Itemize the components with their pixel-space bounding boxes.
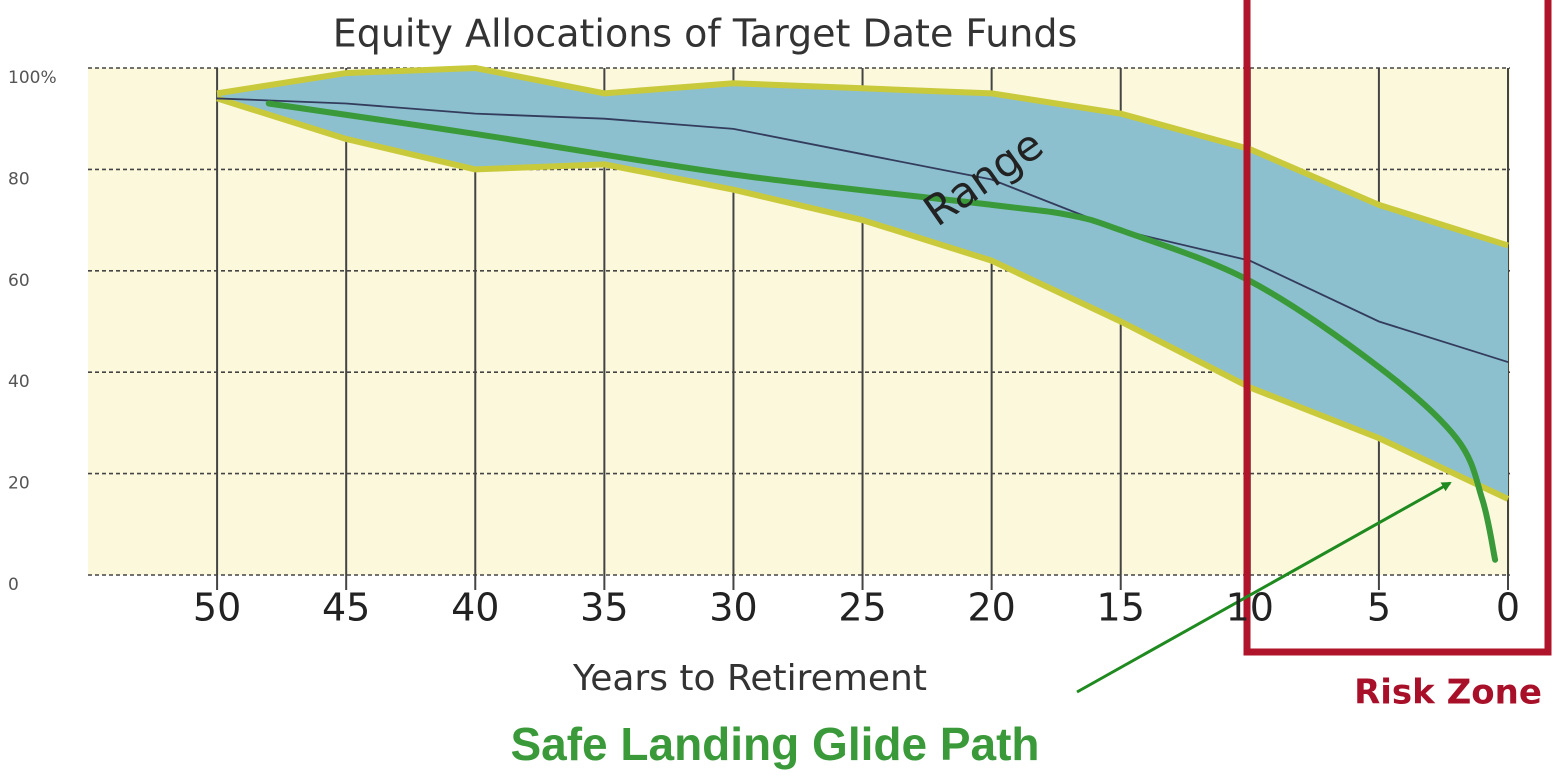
risk-zone-box — [1243, 0, 1552, 656]
y-tick-label: 0 — [8, 575, 19, 595]
median-line — [216, 97, 1509, 363]
x-tick-label: 5 — [1367, 586, 1391, 630]
x-tick-label: 25 — [838, 586, 886, 630]
range-edge — [216, 95, 1510, 502]
glide-path-label: Safe Landing Glide Path — [510, 718, 1039, 770]
y-tick-label: 20 — [8, 474, 30, 494]
y-tick-label: 100% — [8, 68, 57, 88]
x-tick-label: 0 — [1496, 586, 1520, 630]
x-axis-label: Years to Retirement — [572, 658, 927, 699]
range-area — [217, 68, 1508, 499]
x-tick-label: 40 — [451, 586, 499, 630]
chart-title: Equity Allocations of Target Date Funds — [333, 12, 1078, 56]
range-edge — [216, 65, 1509, 249]
y-tick-label: 40 — [8, 372, 30, 392]
risk-zone-label: Risk Zone — [1354, 673, 1542, 713]
glide-path-line — [265, 100, 1499, 563]
x-tick-label: 10 — [1226, 586, 1274, 630]
x-tick-label: 15 — [1097, 586, 1145, 630]
y-tick-label: 80 — [8, 169, 30, 189]
y-tick-label: 60 — [8, 271, 30, 291]
arrow — [1076, 481, 1452, 694]
x-tick-label: 35 — [580, 586, 628, 630]
x-tick-label: 50 — [193, 586, 241, 630]
x-tick-label: 20 — [967, 586, 1015, 630]
x-tick-label: 45 — [322, 586, 370, 630]
x-tick-label: 30 — [709, 586, 757, 630]
